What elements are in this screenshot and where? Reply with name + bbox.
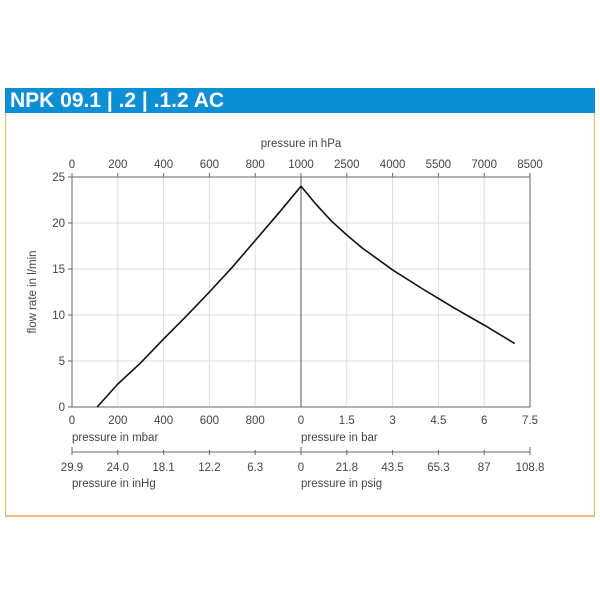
mbar-axis-label: pressure in mbar xyxy=(72,432,158,444)
mbar-tick-label: 200 xyxy=(108,415,127,427)
psig-tick-label: 21.8 xyxy=(336,462,358,474)
mbar-tick-label: 0 xyxy=(69,415,75,427)
bar-axis-label: pressure in bar xyxy=(301,432,378,444)
top-tick-label: 0 xyxy=(69,159,75,171)
inhg-tick-label: 18.1 xyxy=(152,462,174,474)
bar-tick-label: 6 xyxy=(481,415,487,427)
top-tick-label: 400 xyxy=(154,159,173,171)
psig-tick-label: 65.3 xyxy=(427,462,449,474)
inhg-axis-label: pressure in inHg xyxy=(72,478,156,490)
mbar-tick-label: 800 xyxy=(246,415,265,427)
bar-tick-label: 0 xyxy=(298,415,304,427)
vacuum-curve xyxy=(96,185,302,408)
top-tick-label: 8500 xyxy=(517,159,543,171)
y-axis-label: flow rate in l/min xyxy=(27,250,39,333)
inhg-tick-label: 29.9 xyxy=(61,462,83,474)
inhg-tick-label: 6.3 xyxy=(247,462,263,474)
psig-tick-label: 108.8 xyxy=(516,462,545,474)
top-tick-label: 4000 xyxy=(380,159,406,171)
top-axis-label: pressure in hPa xyxy=(261,138,342,150)
top-tick-label: 1000 xyxy=(288,159,314,171)
y-tick-label: 15 xyxy=(52,264,65,276)
psig-tick-label: 43.5 xyxy=(381,462,403,474)
bar-tick-label: 4.5 xyxy=(430,415,446,427)
bar-tick-label: 7.5 xyxy=(522,415,538,427)
chart-frame xyxy=(5,113,595,517)
y-tick-label: 5 xyxy=(59,356,65,368)
top-tick-label: 600 xyxy=(200,159,219,171)
top-tick-label: 2500 xyxy=(334,159,360,171)
mbar-tick-label: 400 xyxy=(154,415,173,427)
psig-tick-label: 0 xyxy=(298,462,304,474)
inhg-tick-label: 12.2 xyxy=(198,462,220,474)
y-tick-label: 25 xyxy=(52,172,65,184)
y-tick-label: 10 xyxy=(52,310,65,322)
inhg-tick-label: 24.0 xyxy=(107,462,129,474)
bar-tick-label: 3 xyxy=(389,415,395,427)
pressure-curve xyxy=(300,185,516,345)
chart-header: NPK 09.1 | .2 | .1.2 AC xyxy=(5,88,595,113)
psig-tick-label: 87 xyxy=(478,462,491,474)
top-tick-label: 200 xyxy=(108,159,127,171)
y-tick-label: 0 xyxy=(59,402,65,414)
mbar-tick-label: 600 xyxy=(200,415,219,427)
bar-tick-label: 1.5 xyxy=(339,415,355,427)
y-tick-label: 20 xyxy=(52,218,65,230)
psig-axis-label: pressure in psig xyxy=(301,478,382,490)
top-tick-label: 800 xyxy=(246,159,265,171)
top-tick-label: 7000 xyxy=(471,159,497,171)
top-tick-label: 5500 xyxy=(426,159,452,171)
